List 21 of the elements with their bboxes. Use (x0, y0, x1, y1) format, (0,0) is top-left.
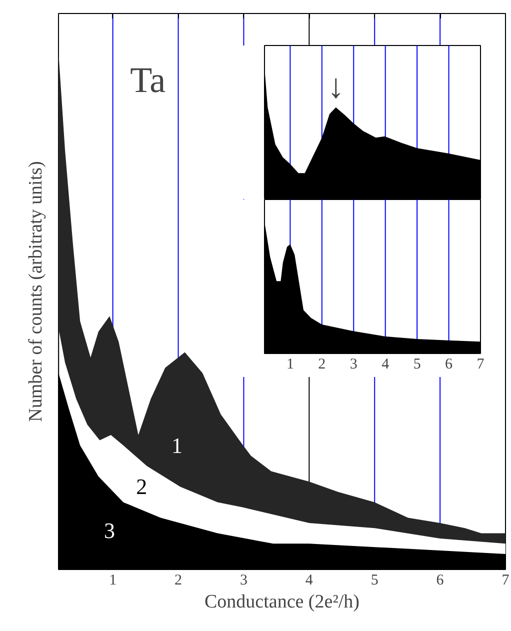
x-tick-label: 1 (286, 356, 294, 372)
x-axis-title: Conductance (2e²/h) (204, 592, 360, 612)
x-tick-label: 7 (502, 572, 510, 588)
annotation: ↓ (327, 68, 344, 106)
x-tick-label: 5 (370, 572, 378, 588)
x-tick-label: 4 (382, 356, 390, 372)
x-tick-label: 2 (318, 356, 326, 372)
x-tick-label: 4 (305, 572, 314, 588)
annotation: Ta (130, 60, 166, 100)
series-label: 1 (171, 432, 182, 458)
x-tick-label: 7 (476, 356, 485, 372)
series-label: 3 (104, 518, 116, 544)
x-tick-label: 6 (436, 572, 444, 588)
x-tick-label: 1 (109, 572, 117, 588)
x-tick-label: 3 (350, 356, 358, 372)
x-tick-label: 5 (413, 356, 421, 372)
x-tick-label: 2 (174, 572, 182, 588)
y-axis-title: Number of counts (arbitraty units) (26, 161, 46, 422)
series-label: 2 (136, 474, 148, 500)
x-tick-label: 6 (445, 356, 454, 372)
x-tick-label: 3 (240, 572, 248, 588)
